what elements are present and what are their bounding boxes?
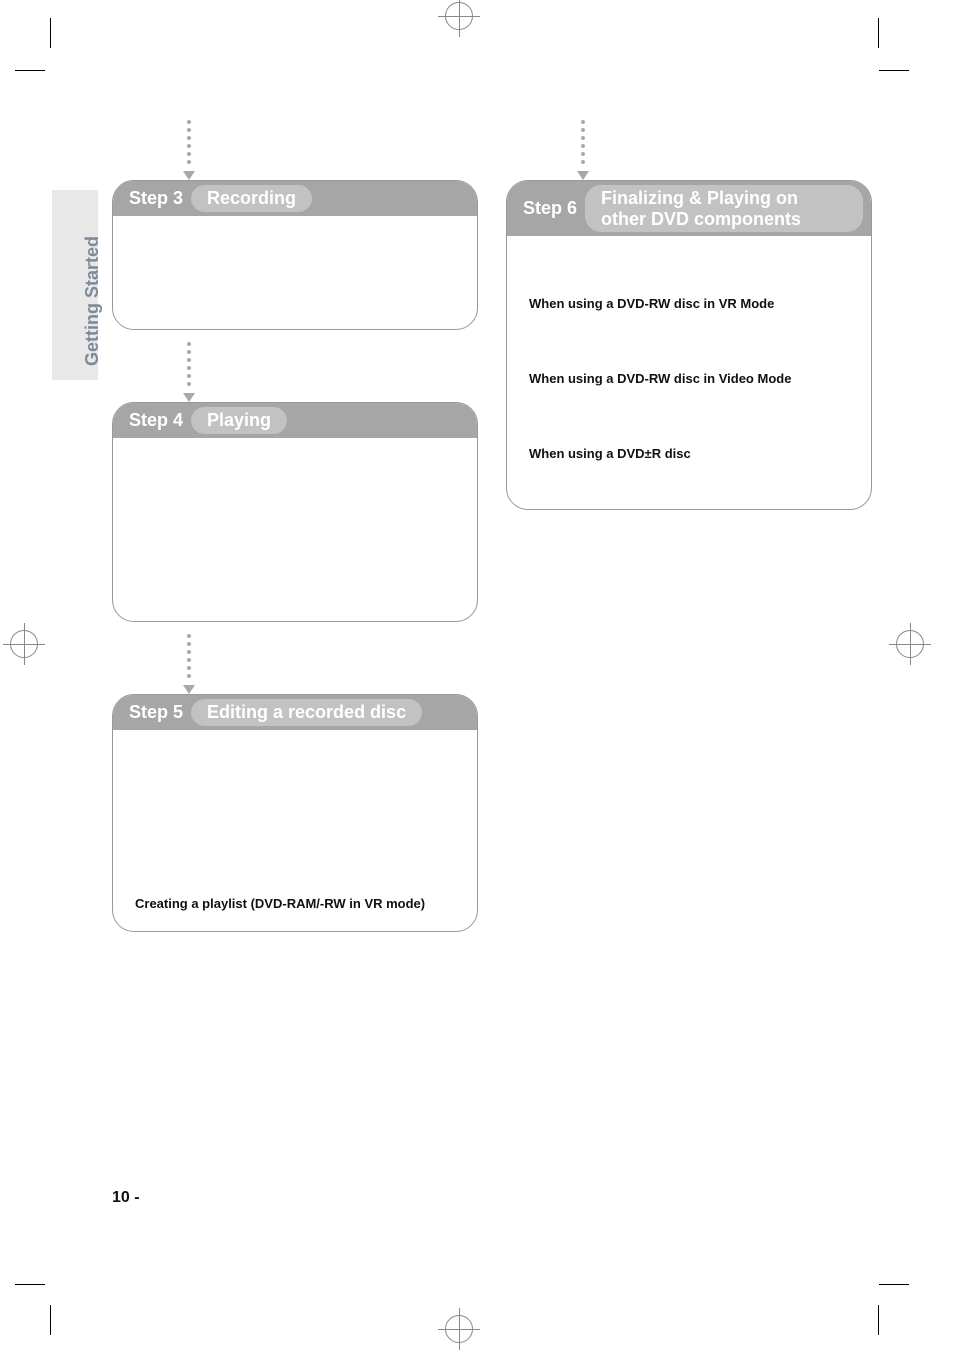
registration-mark-icon — [10, 630, 38, 658]
step5-item-playlist: Creating a playlist (DVD-RAM/-RW in VR m… — [135, 896, 459, 911]
arrow-down-icon — [576, 120, 590, 180]
step4-box: Step 4 Playing — [112, 402, 478, 622]
step6-body: When using a DVD-RW disc in VR Mode When… — [507, 236, 871, 481]
step5-title: Editing a recorded disc — [191, 699, 422, 726]
arrow-down-icon — [182, 634, 196, 694]
step3-header: Step 3 Recording — [113, 181, 477, 216]
step6-header: Step 6 Finalizing & Playing on other DVD… — [507, 181, 871, 236]
crop-mark — [15, 70, 45, 71]
page-content: Step 3 Recording Step 4 Playing — [112, 120, 872, 944]
registration-mark-icon — [445, 1315, 473, 1343]
crop-mark — [50, 18, 51, 48]
step6-number: Step 6 — [523, 198, 579, 219]
step6-item-vrmode: When using a DVD-RW disc in VR Mode — [529, 296, 853, 311]
step4-number: Step 4 — [129, 410, 185, 431]
crop-mark — [878, 1305, 879, 1335]
arrow-down-icon — [182, 342, 196, 402]
step3-title: Recording — [191, 185, 312, 212]
section-tab: Getting Started — [52, 190, 98, 380]
step6-item-videomode: When using a DVD-RW disc in Video Mode — [529, 371, 853, 386]
registration-mark-icon — [445, 2, 473, 30]
step3-number: Step 3 — [129, 188, 185, 209]
step6-item-dvdr: When using a DVD±R disc — [529, 446, 853, 461]
crop-mark — [15, 1284, 45, 1285]
step6-title: Finalizing & Playing on other DVD compon… — [585, 185, 863, 232]
step4-body — [113, 438, 477, 472]
step5-header: Step 5 Editing a recorded disc — [113, 695, 477, 730]
crop-mark — [879, 70, 909, 71]
right-column: Step 6 Finalizing & Playing on other DVD… — [506, 120, 872, 944]
step3-body — [113, 216, 477, 250]
step5-number: Step 5 — [129, 702, 185, 723]
step4-title: Playing — [191, 407, 287, 434]
crop-mark — [878, 18, 879, 48]
crop-mark — [879, 1284, 909, 1285]
left-column: Step 3 Recording Step 4 Playing — [112, 120, 478, 944]
crop-mark — [50, 1305, 51, 1335]
step4-header: Step 4 Playing — [113, 403, 477, 438]
section-tab-label: Getting Started — [82, 236, 103, 366]
step5-box: Step 5 Editing a recorded disc Creating … — [112, 694, 478, 932]
step5-body: Creating a playlist (DVD-RAM/-RW in VR m… — [113, 730, 477, 931]
step3-box: Step 3 Recording — [112, 180, 478, 330]
step6-box: Step 6 Finalizing & Playing on other DVD… — [506, 180, 872, 510]
registration-mark-icon — [896, 630, 924, 658]
arrow-down-icon — [182, 120, 196, 180]
page-number: 10 - — [112, 1189, 140, 1207]
